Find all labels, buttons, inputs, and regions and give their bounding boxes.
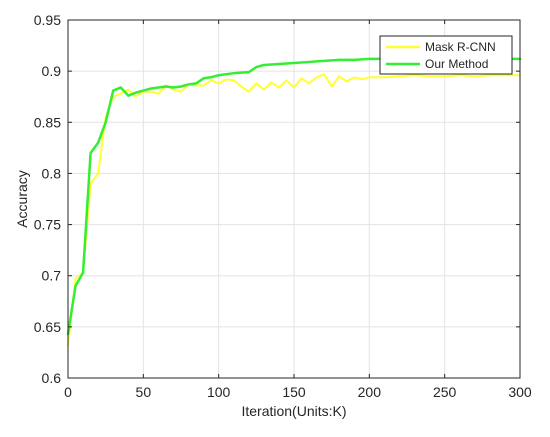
x-axis-label: Iteration(Units:K) (241, 403, 346, 419)
x-tick-label: 0 (64, 384, 72, 400)
y-tick-label: 0.65 (34, 319, 61, 335)
legend-box (379, 35, 513, 75)
y-tick-label: 0.7 (42, 268, 62, 284)
y-tick-label: 0.95 (34, 12, 61, 28)
x-tick-label: 250 (433, 384, 457, 400)
x-tick-label: 50 (136, 384, 152, 400)
series-line-mask-rcnn (67, 73, 521, 347)
legend: Mask R-CNN Our Method (379, 35, 513, 75)
y-tick-label: 0.75 (34, 217, 61, 233)
y-tick-label: 0.8 (42, 165, 62, 181)
legend-label-our-method: Our Method (425, 57, 488, 71)
x-tick-label: 200 (358, 384, 382, 400)
x-tick-label: 300 (508, 384, 532, 400)
x-tick-label: 150 (282, 384, 306, 400)
y-tick-label: 0.9 (42, 63, 62, 79)
y-axis-label: Accuracy (14, 170, 30, 228)
x-tick-label: 100 (207, 384, 231, 400)
y-tick-label: 0.6 (42, 370, 62, 386)
legend-label-mask-rcnn: Mask R-CNN (425, 40, 496, 54)
y-tick-label: 0.85 (34, 114, 61, 130)
